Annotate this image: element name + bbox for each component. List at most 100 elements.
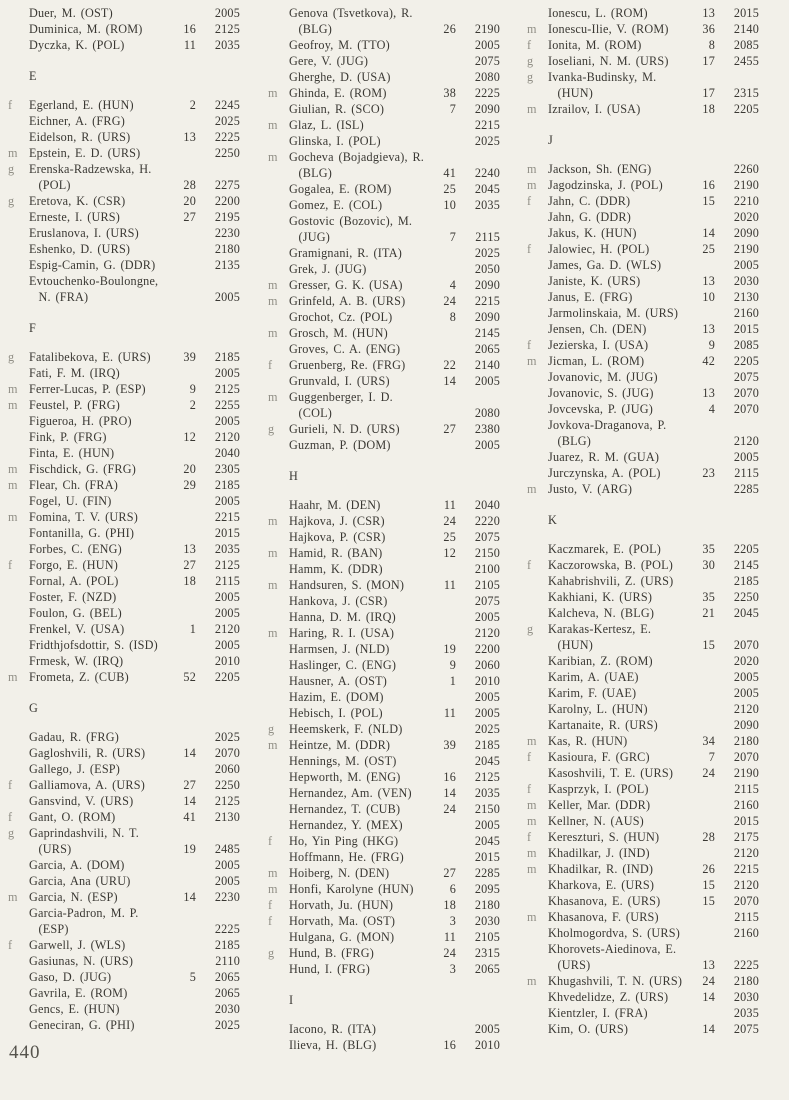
rating-entry: Geneciran, G. (PHI) 2025 bbox=[8, 1017, 240, 1033]
player-name: Hernandez, Am. (VEN) bbox=[289, 786, 412, 800]
player-rating: 2125 bbox=[214, 558, 240, 572]
player-name: Gomez, E. (COL) bbox=[289, 198, 383, 212]
rating-entry: m Ghinda, E. (ROM) 38 2225 bbox=[268, 85, 500, 101]
player-name: Kahabrishvili, Z. (URS) bbox=[548, 574, 674, 588]
rating-entry: m Glaz, L. (ISL) 2215 bbox=[268, 117, 500, 133]
rating-entry: m Heintze, M. (DDR) 39 2185 bbox=[268, 737, 500, 753]
player-name: Kaczorowska, B. (POL) bbox=[548, 558, 673, 572]
title-prefix: m bbox=[268, 578, 278, 592]
player-rating: 2380 bbox=[474, 422, 500, 436]
rating-entry: g Hund, B. (FRG) 24 2315 bbox=[268, 945, 500, 961]
player-number: 28 bbox=[183, 178, 196, 192]
title-prefix: m bbox=[8, 890, 18, 904]
title-prefix: m bbox=[527, 862, 537, 876]
player-name: Gavrila, E. (ROM) bbox=[29, 986, 128, 1000]
player-rating: 2120 bbox=[733, 878, 759, 892]
title-prefix: m bbox=[527, 178, 537, 192]
title-prefix: g bbox=[8, 162, 15, 176]
title-prefix: f bbox=[527, 194, 532, 208]
player-name: Heintze, M. (DDR) bbox=[289, 738, 391, 752]
rating-entry: m Gresser, G. K. (USA) 4 2090 bbox=[268, 277, 500, 293]
player-name: Forgo, E. (HUN) bbox=[29, 558, 119, 572]
rating-entry: f Jezierska, I. (USA) 9 2085 bbox=[527, 337, 759, 353]
player-number: 2 bbox=[189, 398, 196, 412]
player-rating: 2065 bbox=[214, 970, 240, 984]
player-number: 25 bbox=[702, 242, 715, 256]
player-name: Gramignani, R. (ITA) bbox=[289, 246, 402, 260]
player-number: 38 bbox=[443, 86, 456, 100]
player-rating: 2070 bbox=[214, 746, 240, 760]
player-number: 18 bbox=[183, 574, 196, 588]
player-rating: 2175 bbox=[733, 830, 759, 844]
title-prefix: m bbox=[527, 814, 537, 828]
player-name: Ferrer-Lucas, P. (ESP) bbox=[29, 382, 146, 396]
player-rating: 2180 bbox=[733, 974, 759, 988]
player-rating: 2215 bbox=[733, 862, 759, 876]
player-number: 18 bbox=[702, 102, 715, 116]
player-rating: 2140 bbox=[474, 358, 500, 372]
player-name: James, Ga. D. (WLS) bbox=[548, 258, 662, 272]
player-name: Ghinda, E. (ROM) bbox=[289, 86, 387, 100]
rating-entry: g Gurieli, N. D. (URS) 27 2380 bbox=[268, 421, 500, 437]
player-number: 25 bbox=[443, 182, 456, 196]
player-name: Kasprzyk, I. (POL) bbox=[548, 782, 649, 796]
title-prefix: f bbox=[268, 898, 273, 912]
player-name: Fontanilla, G. (PHI) bbox=[29, 526, 135, 540]
rating-entry: f Kereszturi, S. (HUN) 28 2175 bbox=[527, 829, 759, 845]
title-prefix: m bbox=[268, 326, 278, 340]
player-rating: 2210 bbox=[733, 194, 759, 208]
rating-entry: g Gaprindashvili, N. T. (URS) 19 2485 bbox=[8, 825, 240, 857]
player-rating: 2005 bbox=[214, 874, 240, 888]
rating-entry: Gavrila, E. (ROM) 2065 bbox=[8, 985, 240, 1001]
rating-entry: m Khadilkar, R. (IND) 26 2215 bbox=[527, 861, 759, 877]
player-number: 11 bbox=[443, 706, 456, 720]
rating-entry: Gere, V. (JUG) 2075 bbox=[268, 53, 500, 69]
rating-entry: Fornal, A. (POL) 18 2115 bbox=[8, 573, 240, 589]
player-name: Eshenko, D. (URS) bbox=[29, 242, 131, 256]
rating-entry: Karolny, L. (HUN) 2120 bbox=[527, 701, 759, 717]
player-number: 4 bbox=[708, 402, 715, 416]
rating-entry: Hankova, J. (CSR) 2075 bbox=[268, 593, 500, 609]
player-rating: 2130 bbox=[733, 290, 759, 304]
player-name: Karakas-Kertesz, E. (HUN) bbox=[548, 622, 652, 652]
title-prefix: f bbox=[8, 938, 13, 952]
player-rating: 2105 bbox=[474, 930, 500, 944]
player-name: Harmsen, J. (NLD) bbox=[289, 642, 390, 656]
rating-entry: m Guggenberger, I. D. (COL) 2080 bbox=[268, 389, 500, 421]
player-number: 19 bbox=[443, 642, 456, 656]
title-prefix: m bbox=[8, 462, 18, 476]
player-rating: 2200 bbox=[474, 642, 500, 656]
title-prefix: g bbox=[8, 826, 15, 840]
player-name: Hajkova, J. (CSR) bbox=[289, 514, 385, 528]
player-name: Hennings, M. (OST) bbox=[289, 754, 397, 768]
title-prefix: m bbox=[8, 398, 18, 412]
player-name: Iacono, R. (ITA) bbox=[289, 1022, 377, 1036]
rating-entry: f Jahn, C. (DDR) 15 2210 bbox=[527, 193, 759, 209]
player-name: Jovanovic, S. (JUG) bbox=[548, 386, 654, 400]
rating-entry: Genova (Tsvetkova), R. (BLG) 26 2190 bbox=[268, 5, 500, 37]
player-rating: 2015 bbox=[474, 850, 500, 864]
player-rating: 2010 bbox=[474, 674, 500, 688]
player-name: Honfi, Karolyne (HUN) bbox=[289, 882, 414, 896]
player-rating: 2125 bbox=[214, 382, 240, 396]
player-number: 8 bbox=[708, 38, 715, 52]
title-prefix: m bbox=[527, 162, 537, 176]
rating-entry: Gasiunas, N. (URS) 2110 bbox=[8, 953, 240, 969]
player-rating: 2185 bbox=[214, 350, 240, 364]
player-name: Kasioura, F. (GRC) bbox=[548, 750, 650, 764]
player-name: Fink, P. (FRG) bbox=[29, 430, 107, 444]
player-number: 26 bbox=[443, 22, 456, 36]
rating-entry: f Galliamova, A. (URS) 27 2250 bbox=[8, 777, 240, 793]
player-rating: 2005 bbox=[474, 374, 500, 388]
rating-entry: Hamm, K. (DDR) 2100 bbox=[268, 561, 500, 577]
player-number: 16 bbox=[443, 770, 456, 784]
player-number: 36 bbox=[702, 22, 715, 36]
rating-entry: Gansvind, V. (URS) 14 2125 bbox=[8, 793, 240, 809]
title-prefix: f bbox=[527, 830, 532, 844]
rating-entry: Garcia, A. (DOM) 2005 bbox=[8, 857, 240, 873]
player-rating: 2005 bbox=[733, 670, 759, 684]
player-name: Jakus, K. (HUN) bbox=[548, 226, 637, 240]
rating-entry: Eidelson, R. (URS) 13 2225 bbox=[8, 129, 240, 145]
player-name: Kholmogordva, S. (URS) bbox=[548, 926, 680, 940]
rating-entry: Eruslanova, I. (URS) 2230 bbox=[8, 225, 240, 241]
